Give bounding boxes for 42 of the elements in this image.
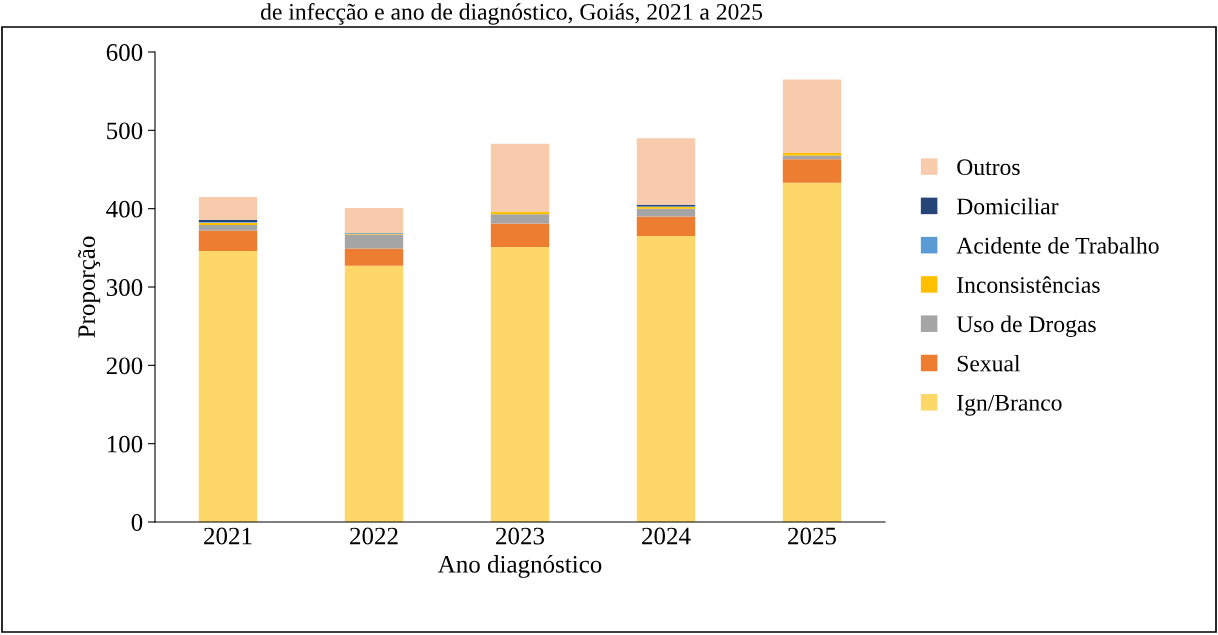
bar <box>198 250 258 522</box>
bar <box>344 207 404 233</box>
bar <box>782 159 842 183</box>
bar <box>490 223 550 248</box>
y-axis-title: Proporção <box>77 236 101 338</box>
bar <box>198 225 258 231</box>
legend-label: Outros <box>957 159 1020 176</box>
y-tick-label: 600 <box>106 44 143 61</box>
legend-label: Domiciliar <box>956 197 1059 215</box>
y-tick-label: 500 <box>107 122 143 140</box>
chart-title: de infecção e ano de diagnóstico, Goiás, 2021 a 2025 <box>260 3 763 25</box>
legend-label: Inconsistências <box>957 276 1100 293</box>
bar <box>782 79 842 154</box>
bar <box>344 248 404 266</box>
bar <box>636 138 696 205</box>
bar <box>198 196 258 220</box>
x-tick-label: 2022 <box>350 527 398 545</box>
legend-label: Ign/Branco <box>957 394 1062 416</box>
x-tick-label: 2025 <box>788 527 837 545</box>
legend-label: Sexual <box>957 354 1021 372</box>
bar <box>636 236 696 522</box>
bar <box>344 265 404 522</box>
y-tick-label: 200 <box>106 357 143 375</box>
bar <box>344 234 404 249</box>
legend-label: Acidente de Trabalho <box>956 237 1159 254</box>
y-tick-label: 300 <box>106 279 143 296</box>
legend-label: Uso de Drogas <box>956 315 1096 338</box>
x-axis-title: Ano diagnóstico <box>437 555 602 578</box>
x-tick-label: 2023 <box>496 527 545 545</box>
y-tick-label: 400 <box>106 200 143 218</box>
bar <box>782 155 842 160</box>
bar <box>782 182 842 522</box>
bar <box>490 247 550 522</box>
bar <box>198 230 258 251</box>
y-tick-label: 100 <box>107 435 143 453</box>
bar <box>636 216 696 237</box>
bar <box>490 214 550 224</box>
bar <box>636 208 696 217</box>
y-tick-label: 0 <box>131 514 143 531</box>
x-tick-label: 2021 <box>204 527 252 545</box>
bar <box>490 143 550 212</box>
x-tick-label: 2024 <box>642 527 691 545</box>
